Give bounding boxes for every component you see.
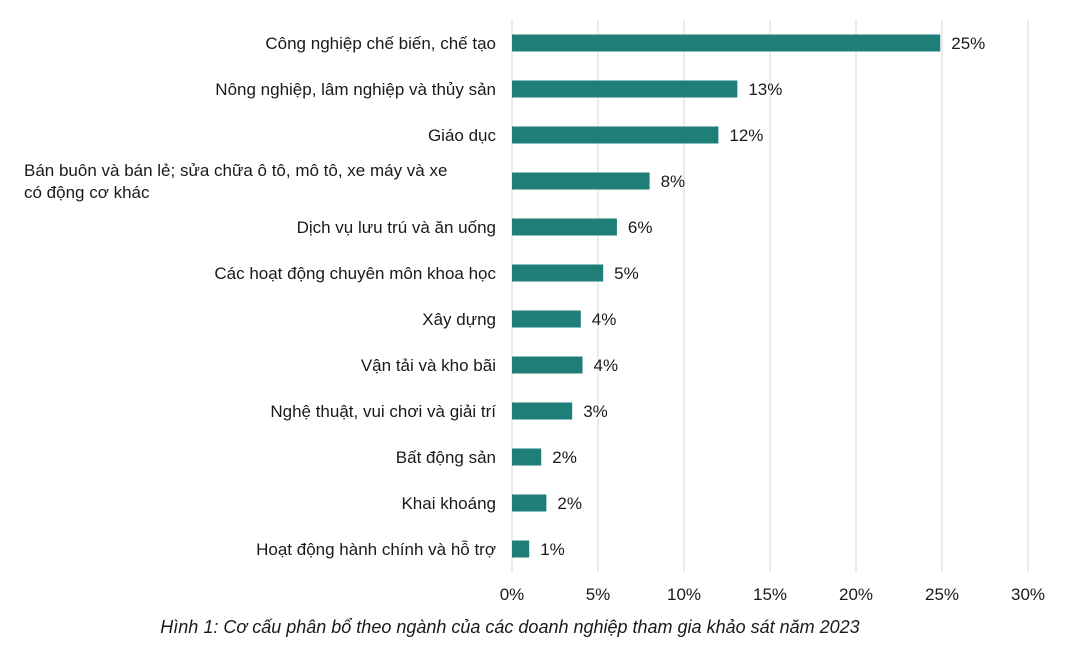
data-label: 2% [552,448,577,467]
category-label: Bán buôn và bán lẻ; sửa chữa ô tô, mô tô… [24,161,447,202]
bar [512,310,581,328]
bar [512,172,650,190]
x-tick-label: 20% [839,585,873,604]
bar-chart: Công nghiệp chế biến, chế tạo Nông nghiệp… [24,20,1045,604]
category-label: Công nghiệp chế biến, chế tạo [265,34,496,53]
category-label: Khai khoáng [401,494,496,513]
x-axis-ticks: 0% 5% 10% 15% 20% 25% 30% [500,585,1045,604]
category-label: Xây dựng [422,310,496,329]
data-label: 2% [557,494,582,513]
bars [512,34,941,558]
data-labels: 25% 13% 12% 8% 6% 5% 4% 4% 3% 2% 2% 1% [540,34,985,559]
bar [512,34,941,52]
bar [512,448,542,466]
bar [512,540,530,558]
data-label: 8% [661,172,686,191]
gridlines [511,20,1029,572]
bar [512,126,719,144]
bar [512,264,604,282]
data-label: 4% [592,310,617,329]
figure-caption: Hình 1: Cơ cấu phân bổ theo ngành của cá… [160,617,860,637]
data-label: 12% [729,126,763,145]
data-label: 4% [594,356,619,375]
data-label: 3% [583,402,608,421]
bar [512,356,583,374]
x-tick-label: 25% [925,585,959,604]
category-label: Các hoạt động chuyên môn khoa học [214,264,496,283]
data-label: 1% [540,540,565,559]
bar [512,218,617,236]
category-label: Bất động sản [396,448,496,467]
category-label: Nghệ thuật, vui chơi và giải trí [270,402,496,421]
category-label: Giáo dục [428,126,497,145]
bar [512,402,573,420]
category-label: Nông nghiệp, lâm nghiệp và thủy sản [215,80,496,99]
data-label: 5% [614,264,639,283]
bar [512,494,547,512]
category-label: Vận tải và kho bãi [361,356,496,375]
x-tick-label: 30% [1011,585,1045,604]
bar [512,80,738,98]
data-label: 25% [951,34,985,53]
x-tick-label: 5% [586,585,611,604]
data-label: 6% [628,218,653,237]
x-tick-label: 10% [667,585,701,604]
category-labels: Công nghiệp chế biến, chế tạo Nông nghiệp… [24,34,496,559]
x-tick-label: 15% [753,585,787,604]
x-tick-label: 0% [500,585,525,604]
data-label: 13% [748,80,782,99]
category-label: Dịch vụ lưu trú và ăn uống [297,218,496,237]
category-label: Hoạt động hành chính và hỗ trợ [256,540,496,559]
